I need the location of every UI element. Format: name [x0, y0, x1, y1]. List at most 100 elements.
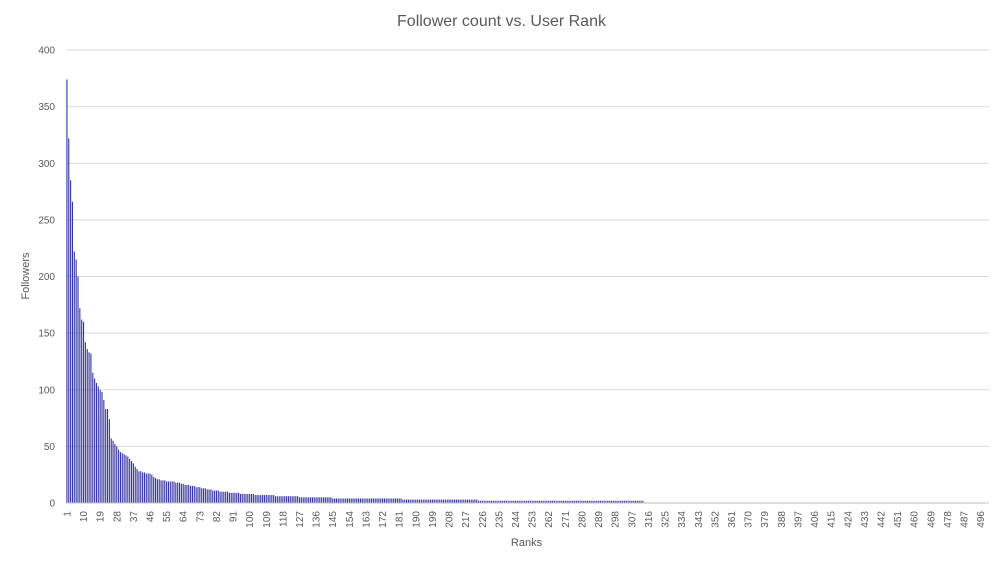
bar [129, 458, 131, 503]
bar [269, 495, 271, 503]
bar [370, 498, 373, 503]
bar [343, 498, 345, 503]
bar [577, 500, 579, 503]
bar [526, 500, 528, 503]
x-tick-label: 190 [411, 511, 422, 528]
bar [459, 499, 461, 503]
bar [90, 353, 92, 503]
bar [178, 482, 181, 503]
bar [411, 499, 413, 503]
bar [276, 496, 278, 503]
x-tick-label: 325 [661, 511, 672, 528]
bar [334, 498, 336, 503]
bar [147, 473, 149, 503]
bar [151, 474, 153, 503]
bar [230, 492, 232, 503]
bar [175, 482, 177, 503]
bar [634, 500, 637, 503]
bar [452, 499, 454, 503]
bar [201, 488, 203, 503]
bar [134, 466, 136, 503]
bar [282, 496, 284, 503]
bar [442, 499, 445, 503]
bar [75, 259, 77, 503]
bar [542, 500, 544, 503]
bar [363, 498, 365, 503]
bar [313, 497, 315, 503]
bar [420, 499, 422, 503]
x-tick-label: 109 [262, 511, 273, 528]
bar [481, 500, 483, 503]
bar [555, 500, 557, 503]
bar [455, 499, 457, 503]
bar [466, 499, 469, 503]
bar [472, 499, 474, 503]
bar [417, 499, 419, 503]
bar [609, 500, 611, 503]
bar [568, 500, 570, 503]
x-tick-label: 262 [544, 511, 555, 528]
bar [300, 497, 302, 503]
bar [623, 500, 625, 503]
bar [245, 493, 247, 503]
bar [341, 498, 343, 503]
y-tick-label: 100 [38, 385, 55, 396]
x-tick-label: 46 [145, 511, 156, 523]
bar [81, 319, 83, 503]
bar [548, 500, 550, 503]
x-tick-label: 460 [910, 511, 921, 528]
bar [156, 479, 158, 503]
bar [378, 498, 380, 503]
bar [278, 496, 280, 503]
bar [535, 500, 537, 503]
bar [470, 499, 472, 503]
x-tick-label: 181 [395, 511, 406, 528]
bar [396, 498, 398, 503]
bar [361, 498, 363, 503]
bar [274, 496, 277, 503]
bar [376, 498, 378, 503]
bar [614, 500, 616, 503]
bar [82, 321, 85, 503]
bar [627, 500, 629, 503]
bar [328, 497, 330, 503]
bar [153, 476, 155, 503]
bar [125, 455, 127, 503]
bar [531, 500, 533, 503]
x-tick-label: 451 [893, 511, 904, 528]
bar [562, 500, 565, 503]
bar [154, 478, 157, 503]
bar [208, 489, 210, 503]
bar [579, 500, 581, 503]
bar [465, 499, 467, 503]
bar [502, 500, 504, 503]
bar [339, 498, 341, 503]
bar [297, 496, 299, 503]
bar [228, 492, 230, 503]
bar [369, 498, 371, 503]
bar [112, 440, 114, 503]
bar [430, 499, 432, 503]
x-axis-label: Ranks [510, 537, 543, 549]
bar [221, 491, 223, 503]
bar [564, 500, 566, 503]
x-tick-label: 397 [793, 511, 804, 528]
bar [518, 500, 520, 503]
x-tick-label: 28 [112, 511, 123, 523]
gridlines [66, 49, 989, 447]
bar [400, 498, 402, 503]
bar [372, 498, 374, 503]
bar [291, 496, 293, 503]
bar [463, 499, 465, 503]
bar [485, 500, 487, 503]
bar [393, 498, 395, 503]
bar [514, 500, 517, 503]
x-tick-label: 118 [278, 511, 289, 527]
bar [162, 480, 164, 503]
bar [105, 409, 107, 503]
bar [520, 500, 522, 503]
bar [127, 456, 129, 503]
bar [566, 500, 568, 503]
bar [110, 438, 112, 503]
